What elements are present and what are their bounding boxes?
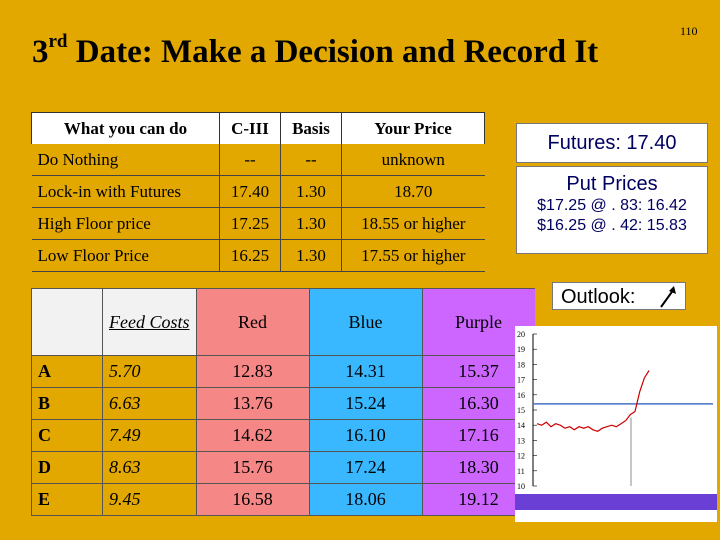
table-row: C 7.49 14.62 16.10 17.16 (31, 419, 535, 452)
table-row: Low Floor Price 16.25 1.30 17.55 or high… (31, 239, 485, 272)
y-tick-label: 17 (517, 376, 525, 385)
futures-price-box: Futures: 17.40 (516, 123, 708, 163)
table-cell: High Floor price (31, 207, 220, 240)
table-cell: E (31, 483, 103, 516)
table-cell: 18.70 (341, 175, 485, 208)
y-tick-label: 14 (517, 421, 525, 430)
table-row: D 8.63 15.76 17.24 18.30 (31, 451, 535, 484)
table-cell: 1.30 (280, 175, 342, 208)
put-price-line: $17.25 @ . 83: 16.42 (537, 197, 687, 214)
table-cell: 17.55 or higher (341, 239, 485, 272)
table-cell: -- (280, 144, 342, 176)
table-cell: 1.30 (280, 239, 342, 272)
table-cell: 9.45 (102, 483, 196, 516)
table-cell: 1.30 (280, 207, 342, 240)
table-cell: 13.76 (195, 387, 309, 420)
put-prices-box: Put Prices $17.25 @ . 83: 16.42 $16.25 @… (516, 166, 708, 254)
table-header-row: Feed Costs Red Blue Purple (31, 288, 535, 356)
outlook-label: Outlook: (561, 286, 636, 308)
y-tick-label: 10 (517, 482, 525, 491)
table-cell: -- (219, 144, 281, 176)
choices-table: What you can do C-III Basis Your Price D… (31, 112, 485, 272)
price-chart: 20 19 18 17 16 15 14 13 12 11 10 (515, 326, 717, 522)
header-cell: Red (195, 288, 309, 356)
table-cell: 15.24 (308, 387, 422, 420)
header-cell (31, 288, 103, 356)
y-tick-label: 15 (517, 406, 525, 415)
page-title: 3rd Date: Make a Decision and Record It (32, 31, 599, 70)
header-cell: Basis (280, 112, 342, 144)
table-cell: D (31, 451, 103, 484)
table-cell: 16.58 (195, 483, 309, 516)
y-tick-label: 13 (517, 436, 525, 445)
table-cell: 14.62 (195, 419, 309, 452)
up-arrow-icon (660, 286, 676, 308)
header-cell: Your Price (341, 112, 485, 144)
table-cell: 7.49 (102, 419, 196, 452)
header-cell: C-III (219, 112, 281, 144)
y-tick-label: 20 (517, 330, 525, 339)
table-cell: 6.63 (102, 387, 196, 420)
y-tick-label: 18 (517, 360, 525, 369)
header-cell: Purple (421, 288, 535, 356)
table-cell: 18.55 or higher (341, 207, 485, 240)
table-cell: 17.40 (219, 175, 281, 208)
table-cell: Low Floor Price (31, 239, 220, 272)
table-header-row: What you can do C-III Basis Your Price (31, 112, 485, 144)
put-price-line: $16.25 @ . 42: 15.83 (537, 217, 687, 234)
table-cell: 8.63 (102, 451, 196, 484)
table-cell: 5.70 (102, 355, 196, 388)
chart-bottom-bar (515, 494, 717, 510)
table-cell: 18.06 (308, 483, 422, 516)
header-cell: Feed Costs (102, 288, 196, 356)
header-cell: What you can do (31, 112, 220, 144)
table-cell: 12.83 (195, 355, 309, 388)
table-row: High Floor price 17.25 1.30 18.55 or hig… (31, 207, 485, 240)
page-number: 110 (680, 24, 698, 38)
table-row: Do Nothing -- -- unknown (31, 144, 485, 176)
table-cell: B (31, 387, 103, 420)
feed-cost-table: Feed Costs Red Blue Purple A 5.70 12.83 … (31, 288, 535, 516)
table-cell: 15.76 (195, 451, 309, 484)
table-row: Lock-in with Futures 17.40 1.30 18.70 (31, 175, 485, 208)
table-row: E 9.45 16.58 18.06 19.12 (31, 483, 535, 516)
put-prices-heading: Put Prices (566, 173, 658, 195)
y-tick-label: 11 (517, 467, 525, 476)
table-cell: 16.25 (219, 239, 281, 272)
table-cell: 16.10 (308, 419, 422, 452)
price-chart-svg: 20 19 18 17 16 15 14 13 12 11 10 (517, 330, 713, 491)
y-tick-label: 12 (517, 452, 525, 461)
table-cell: 17.25 (219, 207, 281, 240)
y-tick-label: 16 (517, 391, 525, 400)
table-row: B 6.63 13.76 15.24 16.30 (31, 387, 535, 420)
table-cell: A (31, 355, 103, 388)
table-cell: C (31, 419, 103, 452)
y-tick-label: 19 (517, 345, 525, 354)
header-cell: Blue (308, 288, 422, 356)
table-cell: Lock-in with Futures (31, 175, 220, 208)
outlook-box: Outlook: (552, 282, 686, 310)
table-row: A 5.70 12.83 14.31 15.37 (31, 355, 535, 388)
table-cell: 14.31 (308, 355, 422, 388)
table-cell: Do Nothing (31, 144, 220, 176)
price-series-line (536, 370, 650, 432)
table-cell: 17.24 (308, 451, 422, 484)
table-cell: unknown (341, 144, 485, 176)
